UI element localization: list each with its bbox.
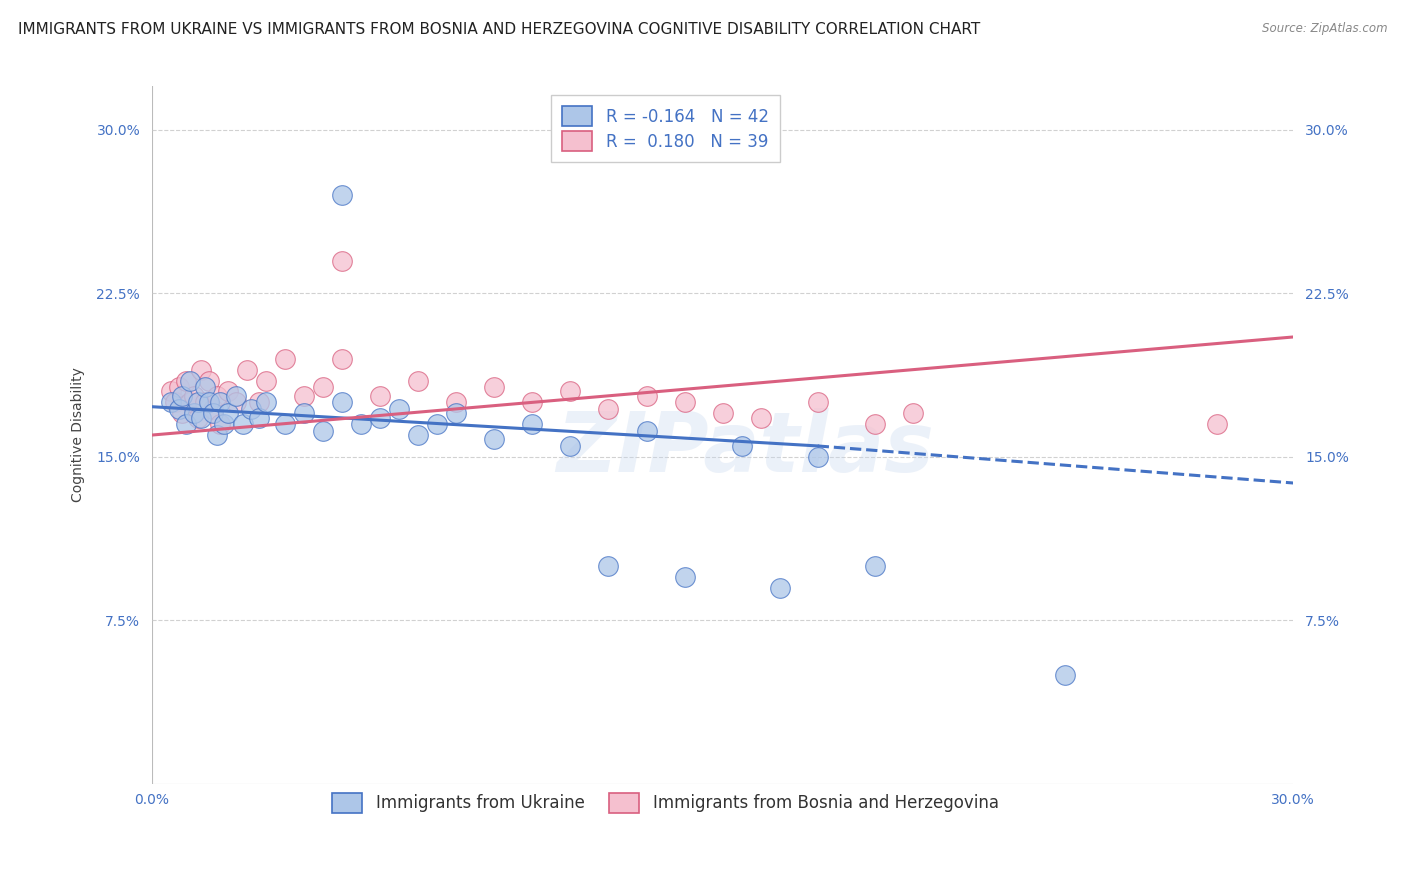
Point [426,417,449,432]
Point [205,389,228,403]
Point [236,362,259,376]
Point [160,384,183,399]
Point [292,389,315,403]
Point [247,395,270,409]
Text: IMMIGRANTS FROM UKRAINE VS IMMIGRANTS FROM BOSNIA AND HERZEGOVINA COGNITIVE DISA: IMMIGRANTS FROM UKRAINE VS IMMIGRANTS FR… [18,22,980,37]
Point [330,253,353,268]
Point [183,389,205,403]
Point [863,558,886,573]
Point [1053,667,1076,681]
Point [368,389,391,403]
Point [730,439,752,453]
Point [167,380,190,394]
Point [863,417,886,432]
Point [239,401,262,416]
Point [368,410,391,425]
Point [179,374,201,388]
Point [225,395,247,409]
Point [217,406,239,420]
Point [560,384,582,399]
Point [560,439,582,453]
Text: ZIPatlas: ZIPatlas [557,409,935,490]
Y-axis label: Cognitive Disability: Cognitive Disability [72,368,86,502]
Legend: Immigrants from Ukraine, Immigrants from Bosnia and Herzegovina: Immigrants from Ukraine, Immigrants from… [321,781,1011,824]
Point [522,395,544,409]
Point [194,380,217,394]
Point [167,401,190,416]
Point [209,395,232,409]
Point [187,410,209,425]
Point [187,395,209,409]
Point [274,417,297,432]
Point [636,389,658,403]
Point [232,417,254,432]
Point [901,406,924,420]
Point [330,351,353,366]
Point [388,401,411,416]
Point [174,374,197,388]
Point [179,395,201,409]
Point [807,395,830,409]
Point [1206,417,1229,432]
Point [598,558,620,573]
Point [201,401,224,416]
Point [225,389,247,403]
Point [160,395,183,409]
Point [190,362,212,376]
Point [446,395,468,409]
Point [174,417,197,432]
Point [484,433,506,447]
Point [205,428,228,442]
Point [673,570,696,584]
Point [350,417,373,432]
Point [673,395,696,409]
Point [292,406,315,420]
Point [484,380,506,394]
Point [172,389,194,403]
Point [408,428,430,442]
Point [769,581,792,595]
Point [312,424,335,438]
Point [201,406,224,420]
Point [172,406,194,420]
Point [711,406,734,420]
Point [254,374,277,388]
Point [247,410,270,425]
Point [312,380,335,394]
Text: Source: ZipAtlas.com: Source: ZipAtlas.com [1263,22,1388,36]
Point [217,384,239,399]
Point [190,410,212,425]
Point [198,395,221,409]
Point [194,395,217,409]
Point [254,395,277,409]
Point [807,450,830,464]
Point [522,417,544,432]
Point [198,374,221,388]
Point [274,351,297,366]
Point [598,401,620,416]
Point [163,395,186,409]
Point [446,406,468,420]
Point [636,424,658,438]
Point [408,374,430,388]
Point [214,417,236,432]
Point [330,395,353,409]
Point [183,406,205,420]
Point [209,417,232,432]
Point [330,188,353,202]
Point [749,410,772,425]
